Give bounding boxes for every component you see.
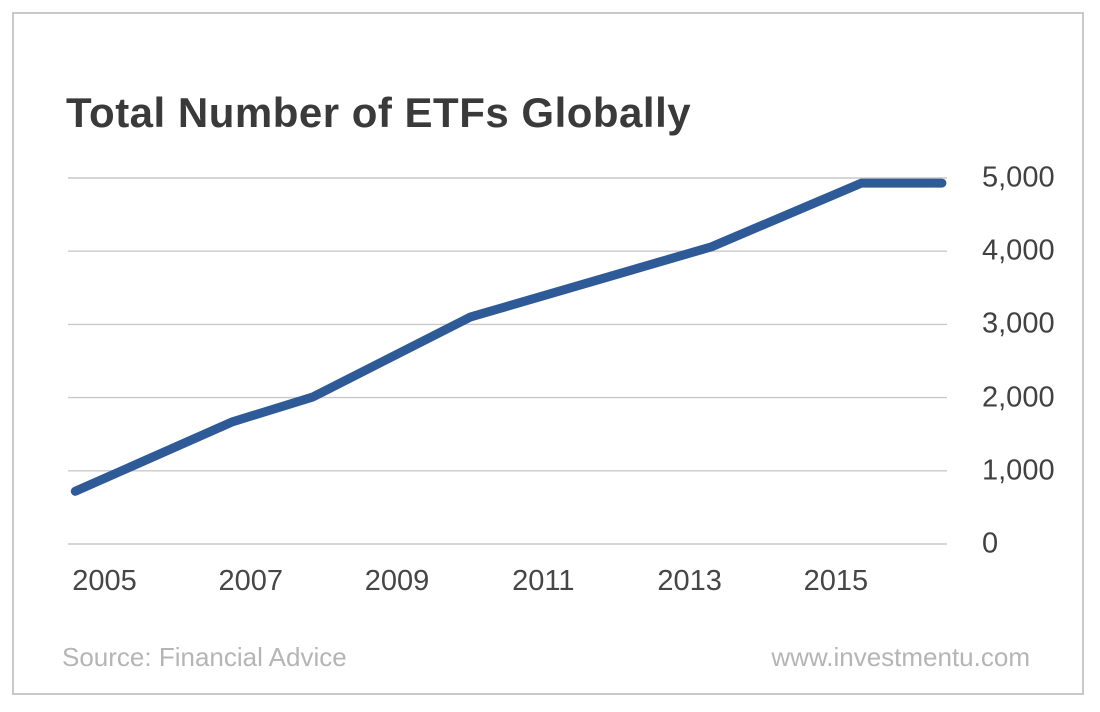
website-url: www.investmentu.com (771, 642, 1030, 672)
y-tick-label: 5,000 (982, 161, 1055, 194)
x-tick-label: 2015 (803, 565, 869, 597)
y-tick-label: 1,000 (982, 454, 1055, 487)
chart-card-frame (12, 12, 1084, 695)
x-tick-label: 2007 (218, 565, 284, 597)
y-tick-label: 3,000 (982, 307, 1055, 340)
chart-title: Total Number of ETFs Globally (66, 89, 692, 137)
gridlines (68, 177, 947, 545)
x-tick-label: 2005 (72, 565, 137, 597)
etf-line-series (70, 178, 947, 496)
y-tick-label: 2,000 (982, 381, 1055, 414)
y-tick-label: 0 (982, 527, 999, 560)
x-tick-label: 2013 (657, 565, 722, 597)
y-tick-label: 4,000 (982, 234, 1055, 267)
x-tick-label: 2011 (512, 565, 575, 597)
source-note: Source: Financial Advice (62, 642, 347, 672)
x-tick-label: 2009 (364, 565, 430, 597)
